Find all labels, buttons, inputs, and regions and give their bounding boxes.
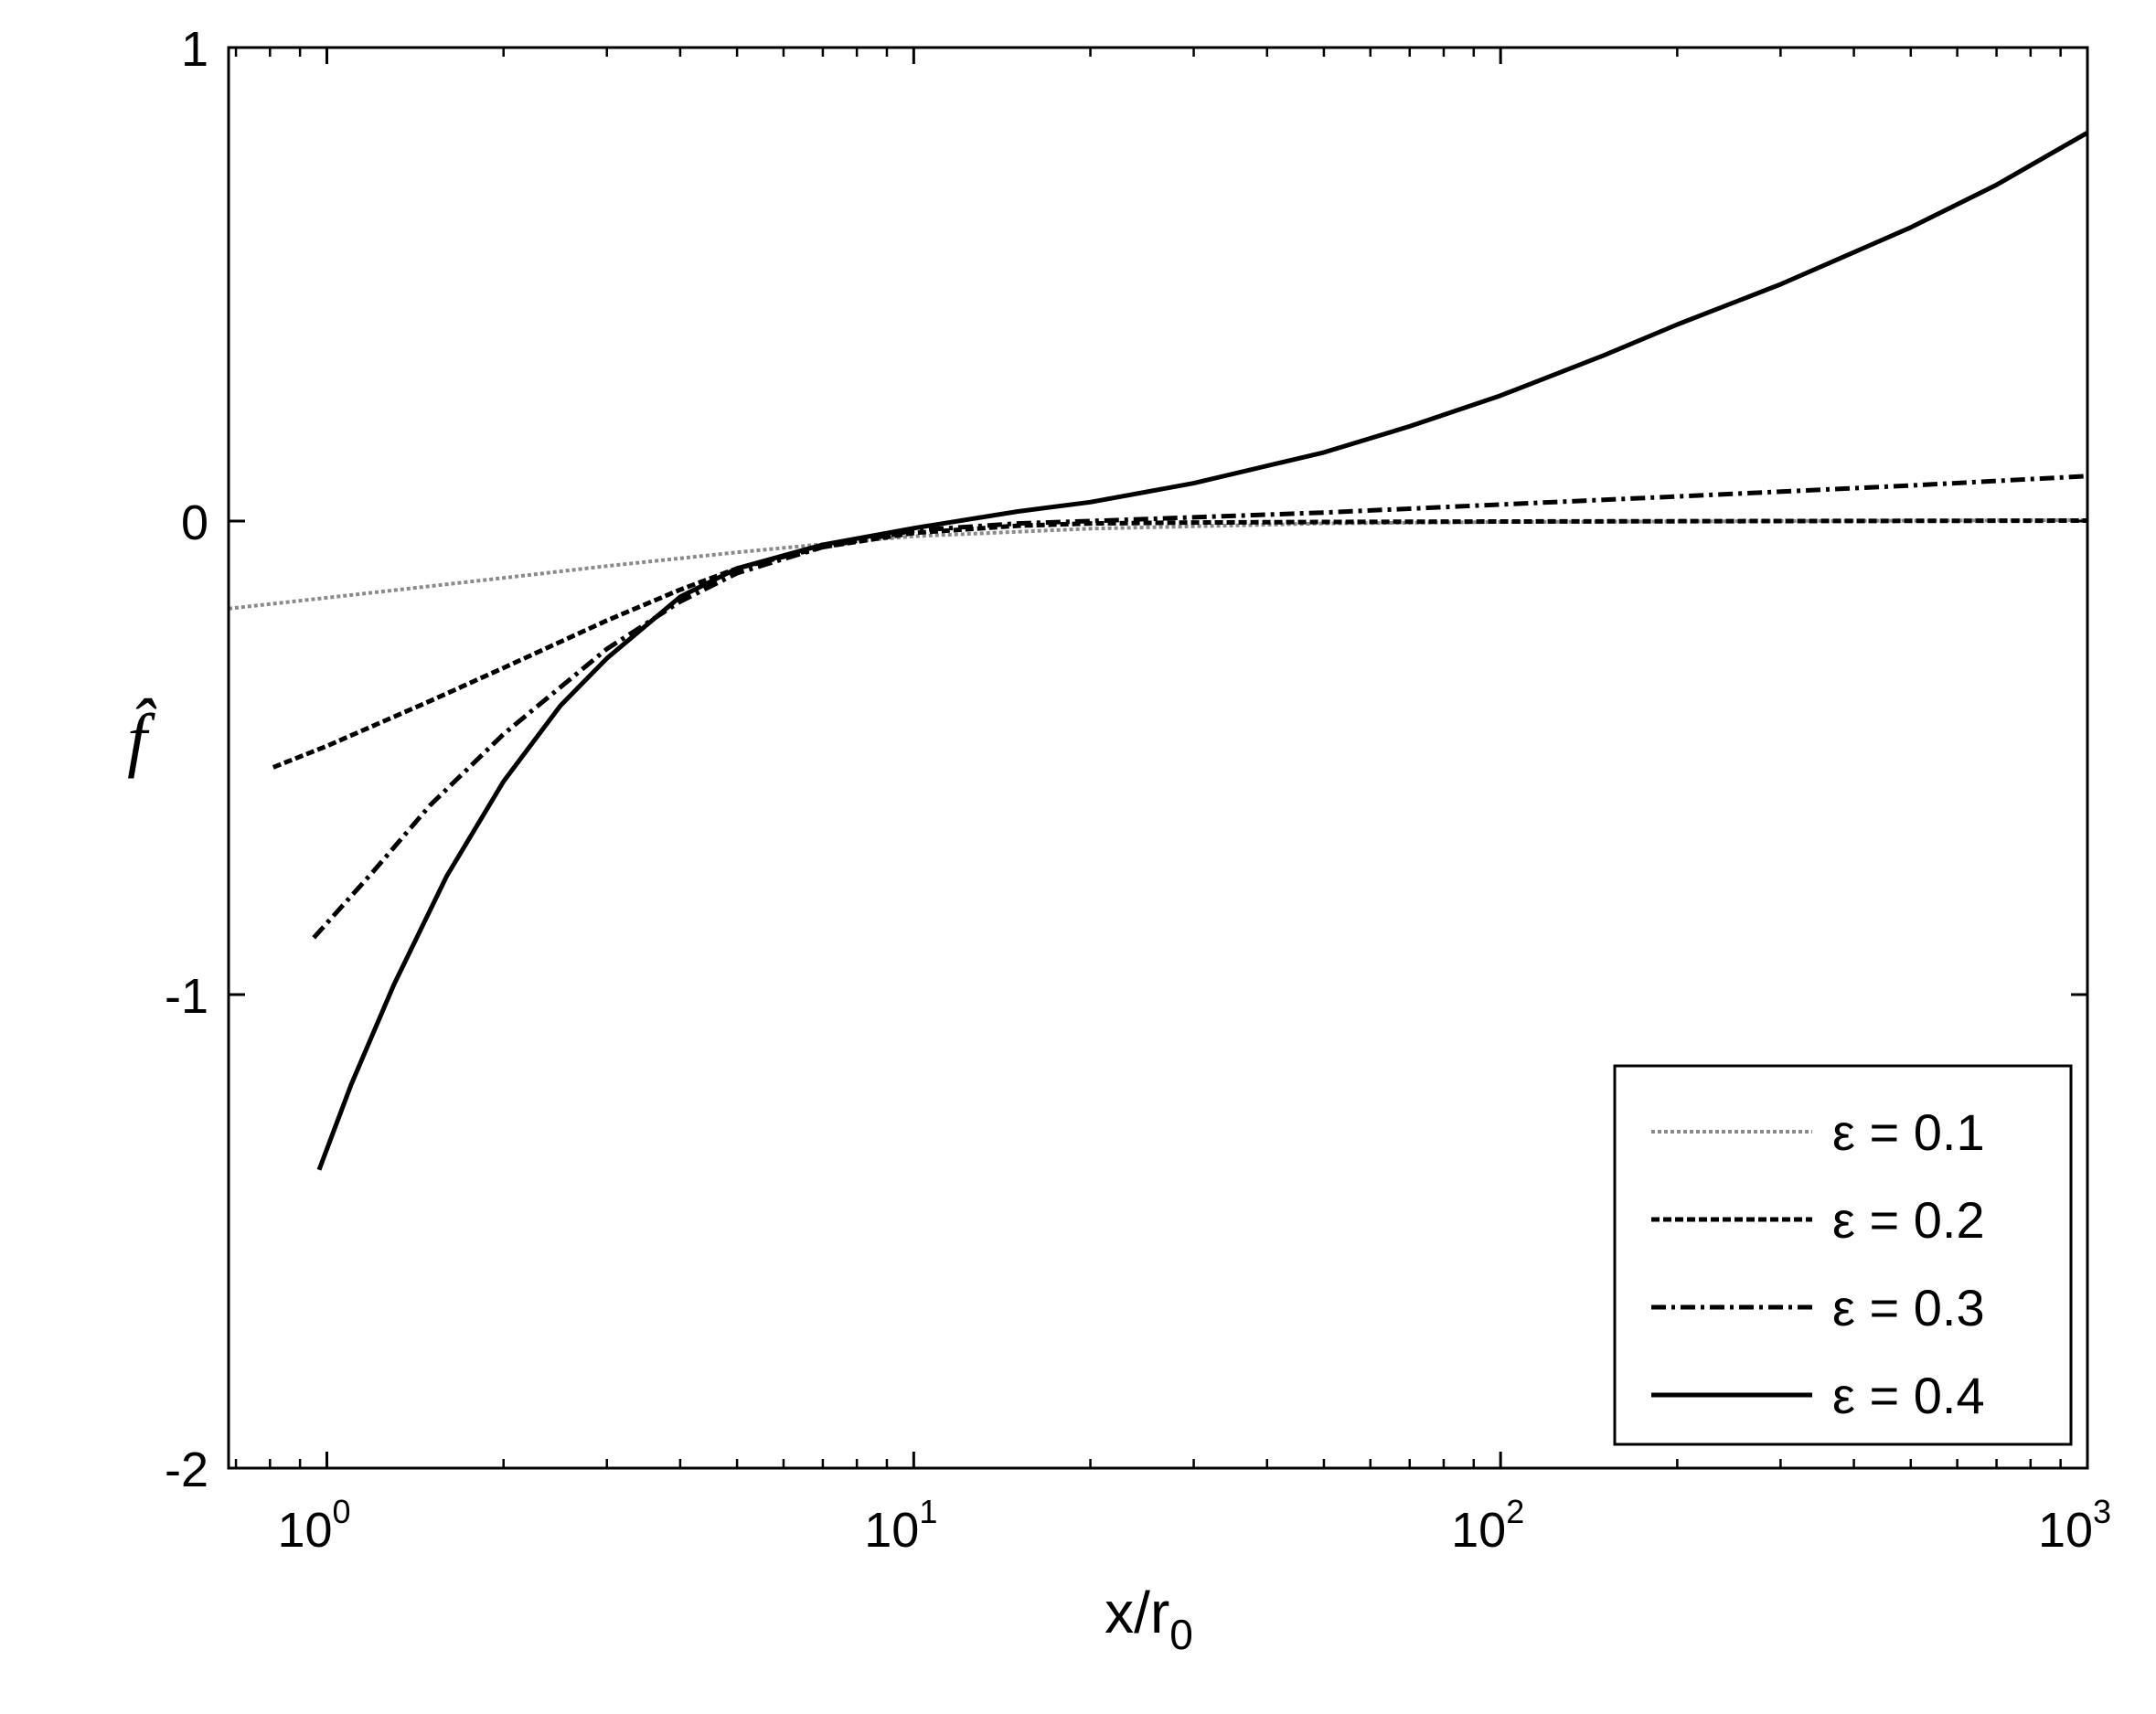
legend-label-2: ε = 0.2	[1832, 1191, 1985, 1249]
series-line-2	[272, 518, 2088, 770]
legend-label-3: ε = 0.3	[1832, 1279, 1985, 1336]
y-tick-label-0: 1	[181, 22, 208, 77]
x-tick-base: 10	[277, 1503, 332, 1558]
x-tick-base: 10	[864, 1503, 919, 1558]
y-tick-label-1: 0	[181, 495, 208, 550]
x-axis-label: x/r0	[1105, 1580, 1193, 1658]
x-axis-label-main: x/r	[1105, 1580, 1169, 1645]
y-tick-label-3: -2	[165, 1443, 208, 1497]
series-line-4	[316, 131, 2089, 1171]
x-tick-base: 10	[2038, 1503, 2093, 1558]
legend-label-4: ε = 0.4	[1832, 1367, 1985, 1424]
series-line-3	[312, 474, 2088, 940]
x-axis-label-sub: 0	[1169, 1611, 1193, 1658]
x-tick-label-2: 102	[1451, 1493, 1524, 1558]
y-tick-label-2: -1	[165, 969, 208, 1024]
x-tick-label-1: 101	[864, 1493, 937, 1558]
x-tick-label-3: 103	[2038, 1493, 2111, 1558]
x-tick-exponent: 3	[2093, 1493, 2111, 1530]
x-tick-label-0: 100	[277, 1493, 350, 1558]
legend-box	[1613, 1064, 2073, 1446]
legend: ε = 0.1 ε = 0.2 ε = 0.3 ε = 0.4	[1613, 1064, 2073, 1446]
x-tick-base: 10	[1451, 1503, 1506, 1558]
x-tick-exponent: 0	[333, 1493, 351, 1530]
plot-lines	[228, 131, 2089, 1171]
x-tick-exponent: 1	[919, 1493, 937, 1530]
legend-label-1: ε = 0.1	[1832, 1103, 1985, 1161]
x-tick-exponent: 2	[1506, 1493, 1524, 1530]
ticks	[229, 46, 2089, 1470]
plot-frame	[227, 46, 2089, 1470]
